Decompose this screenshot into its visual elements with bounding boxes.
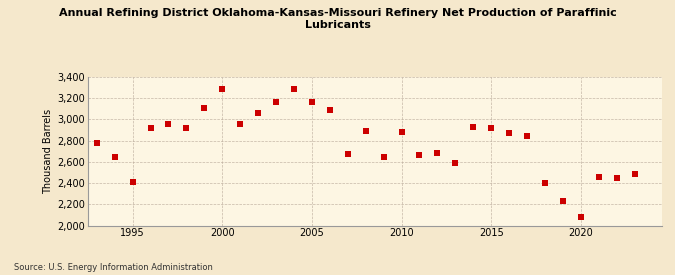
Point — [181, 126, 192, 130]
Point — [396, 130, 407, 134]
Point — [468, 125, 479, 129]
Point — [199, 106, 210, 110]
Point — [325, 108, 335, 112]
Point — [450, 161, 461, 165]
Point — [522, 134, 533, 139]
Point — [629, 171, 640, 176]
Point — [145, 126, 156, 130]
Point — [342, 152, 353, 157]
Point — [414, 153, 425, 158]
Point — [593, 175, 604, 179]
Text: Annual Refining District Oklahoma-Kansas-Missouri Refinery Net Production of Par: Annual Refining District Oklahoma-Kansas… — [59, 8, 616, 30]
Point — [306, 100, 317, 105]
Point — [378, 154, 389, 159]
Point — [271, 100, 281, 105]
Point — [109, 154, 120, 159]
Point — [360, 129, 371, 133]
Point — [432, 151, 443, 156]
Point — [539, 181, 550, 185]
Point — [217, 86, 227, 91]
Point — [163, 122, 174, 126]
Point — [252, 111, 263, 115]
Point — [486, 126, 497, 130]
Point — [288, 86, 299, 91]
Text: Source: U.S. Energy Information Administration: Source: U.S. Energy Information Administ… — [14, 263, 213, 272]
Y-axis label: Thousand Barrels: Thousand Barrels — [43, 109, 53, 194]
Point — [91, 141, 102, 145]
Point — [504, 131, 514, 135]
Point — [558, 199, 568, 203]
Point — [235, 122, 246, 126]
Point — [612, 175, 622, 180]
Point — [575, 215, 586, 219]
Point — [127, 180, 138, 184]
